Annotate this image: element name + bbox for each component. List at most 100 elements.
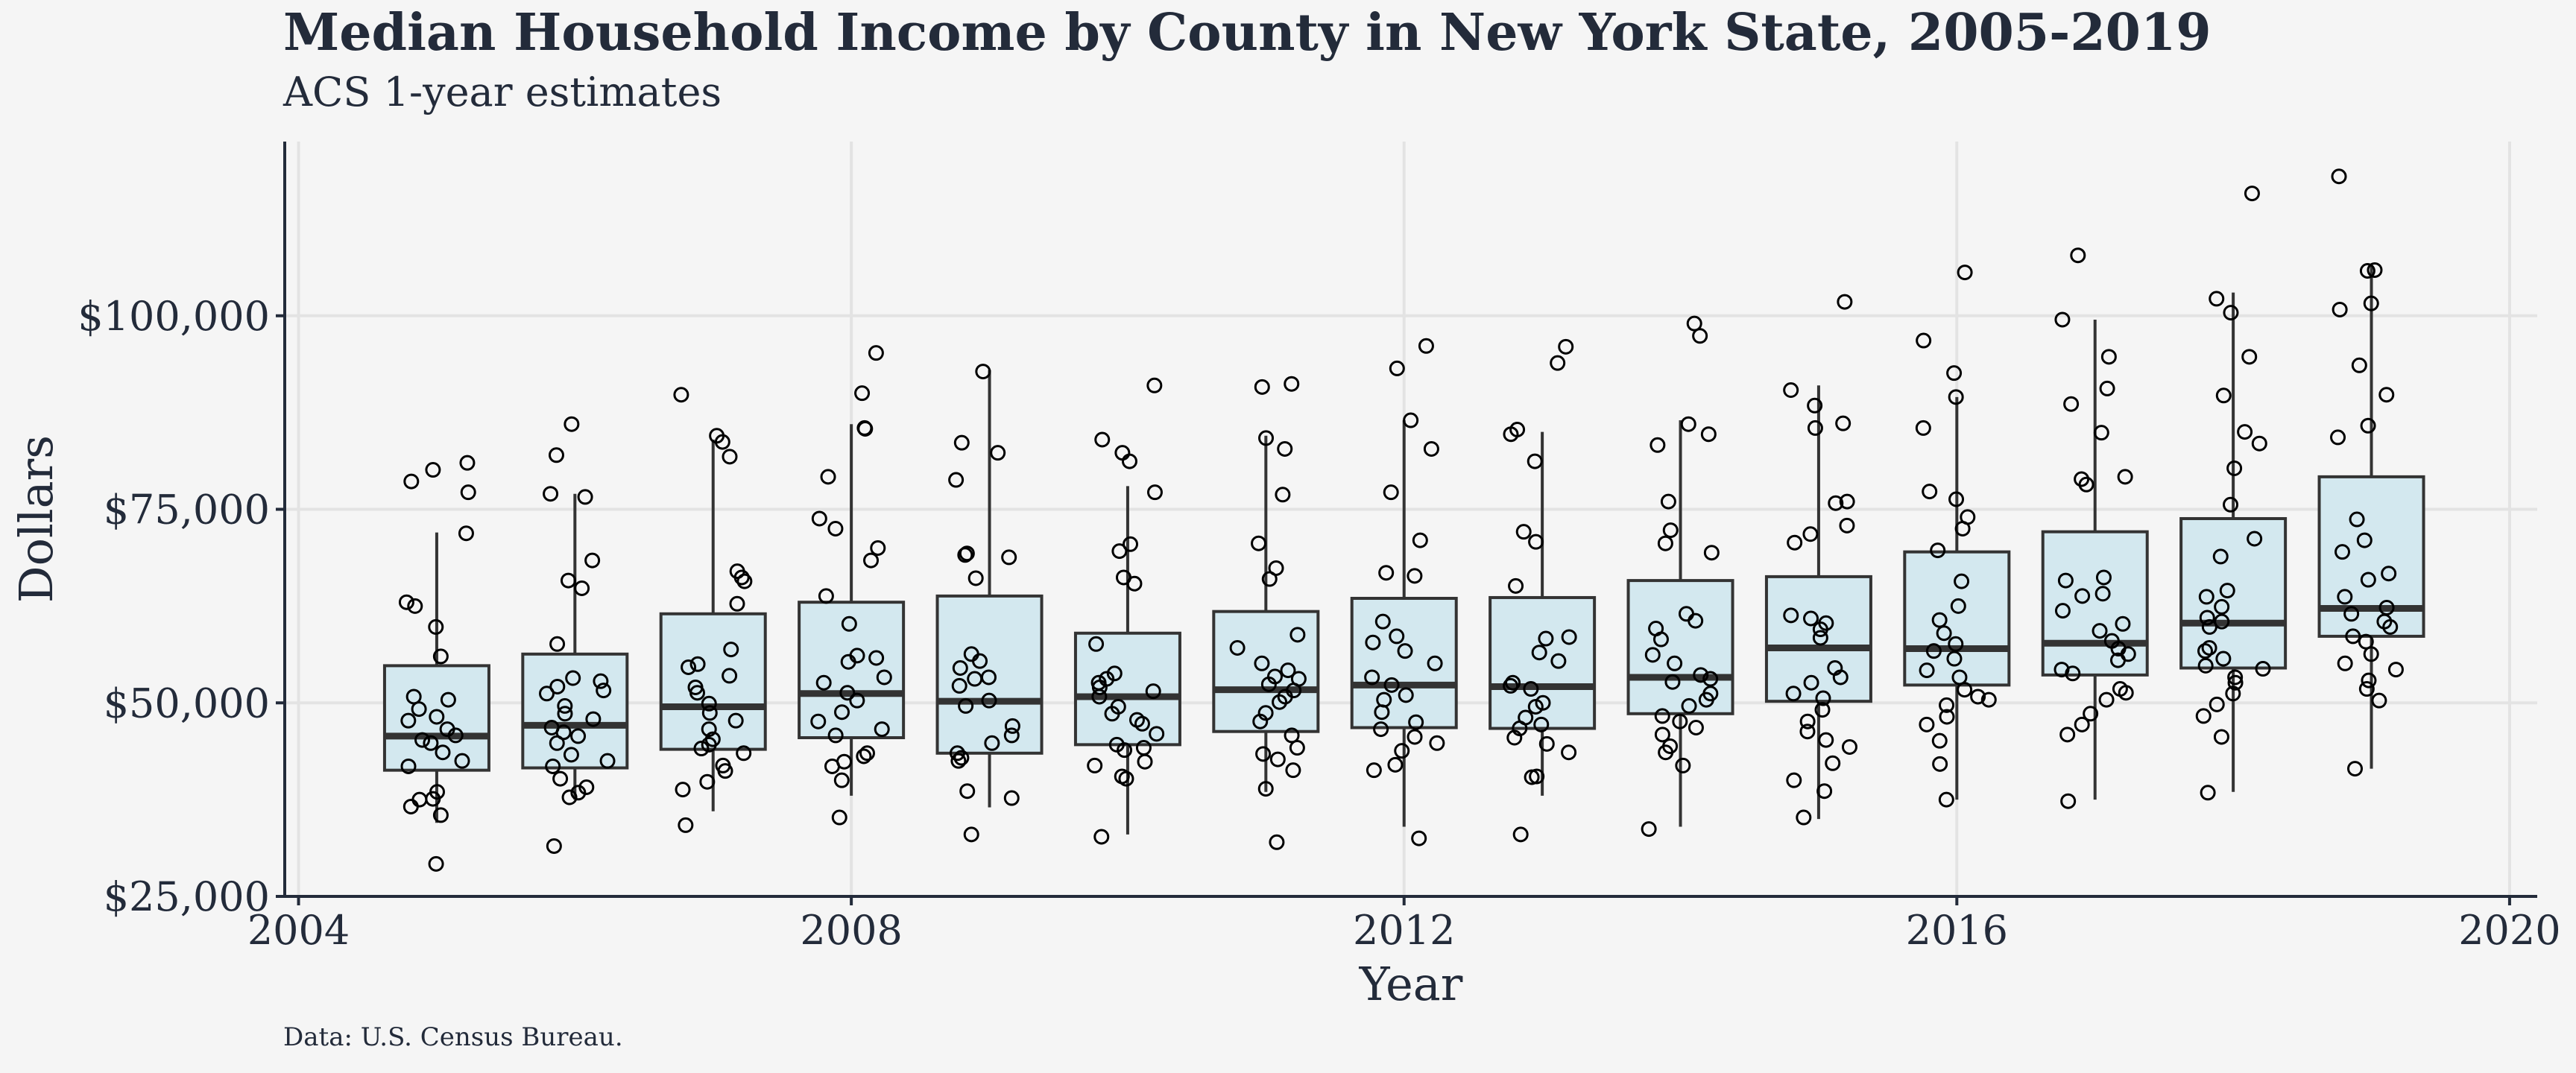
data-point (549, 636, 566, 652)
data-point (984, 735, 1000, 751)
y-tick-label: $50,000 (104, 680, 270, 727)
x-tick-label: 2004 (247, 907, 350, 954)
data-point (1785, 686, 1802, 702)
data-point (2209, 291, 2225, 307)
data-point (458, 525, 474, 542)
data-point (1936, 625, 1952, 642)
data-point (827, 520, 844, 536)
data-point (951, 677, 967, 694)
data-point (1110, 698, 1126, 715)
data-point (704, 731, 721, 747)
data-point (2098, 691, 2115, 708)
data-point (1951, 669, 1968, 686)
data-point (1812, 630, 1828, 646)
data-point (1688, 720, 1704, 736)
data-point (1550, 355, 1566, 371)
data-point (1533, 716, 1550, 732)
data-point (1128, 712, 1145, 728)
data-point (2237, 424, 2253, 440)
data-point (1254, 379, 1270, 395)
data-point (1123, 536, 1139, 552)
data-point (2223, 496, 2239, 513)
data-point (1383, 484, 1399, 501)
data-point (414, 732, 431, 748)
data-point (967, 570, 984, 586)
data-point (1680, 416, 1696, 432)
data-point (1827, 660, 1843, 677)
data-point (1654, 727, 1670, 743)
data-point (849, 648, 865, 664)
data-point (1783, 382, 1799, 399)
box-2014 (1626, 579, 1734, 715)
data-point (990, 445, 1006, 461)
data-point (1529, 768, 1545, 785)
data-point (2223, 305, 2239, 321)
data-point (1681, 697, 1697, 714)
data-point (854, 385, 871, 402)
data-point (1686, 315, 1702, 332)
data-point (2226, 460, 2243, 476)
data-point (1387, 756, 1404, 773)
data-point (439, 721, 455, 738)
data-point (2215, 651, 2232, 667)
data-point (1667, 655, 1683, 671)
data-point (1825, 755, 1841, 771)
data-point (2360, 572, 2376, 588)
data-point (1939, 709, 1955, 725)
data-point (1700, 426, 1717, 443)
data-point (1835, 415, 1852, 431)
data-point (952, 660, 968, 677)
data-point (953, 434, 970, 451)
data-point (560, 572, 576, 589)
y-tick-label: $100,000 (78, 293, 270, 340)
data-point (1090, 674, 1107, 691)
data-point (2054, 603, 2071, 619)
data-point (2103, 633, 2120, 649)
data-point (1650, 437, 1666, 453)
data-point (1807, 420, 1823, 436)
data-point (2378, 387, 2395, 403)
data-point (2200, 785, 2216, 801)
data-point (2247, 531, 2263, 547)
data-point (1818, 615, 1834, 631)
data-point (2092, 623, 2108, 639)
data-point (948, 472, 965, 488)
data-point (1672, 713, 1688, 729)
data-point (1106, 665, 1123, 682)
chart-caption: Data: U.S. Census Bureau. (283, 1022, 623, 1052)
data-point (1145, 683, 1161, 700)
data-point (411, 791, 428, 808)
data-point (1662, 522, 1679, 539)
data-point (2337, 589, 2353, 605)
x-tick-label: 2016 (1906, 907, 2008, 954)
data-point (1115, 569, 1131, 586)
data-point (1135, 740, 1152, 756)
data-point (428, 855, 444, 872)
data-point (876, 669, 892, 686)
data-point (1257, 781, 1274, 797)
data-point (723, 642, 739, 658)
data-point (2363, 295, 2379, 311)
data-point (1960, 509, 1976, 525)
x-axis-title: Year (1359, 957, 1463, 1011)
data-point (1662, 738, 1679, 754)
data-point (1692, 328, 1708, 344)
data-point (1229, 639, 1246, 656)
data-point (1149, 726, 1165, 742)
data-point (2070, 247, 2086, 264)
data-point (563, 747, 579, 763)
data-point (831, 809, 847, 826)
data-point (1146, 377, 1163, 393)
data-point (2214, 598, 2230, 615)
data-point (874, 721, 890, 738)
data-point (543, 720, 560, 736)
data-point (1408, 714, 1424, 730)
data-point (1538, 735, 1555, 752)
data-point (2099, 380, 2115, 396)
data-point (1503, 677, 1519, 694)
data-point (2212, 548, 2229, 565)
data-point (1277, 440, 1293, 457)
data-point (2330, 429, 2346, 446)
data-point (1366, 762, 1382, 779)
